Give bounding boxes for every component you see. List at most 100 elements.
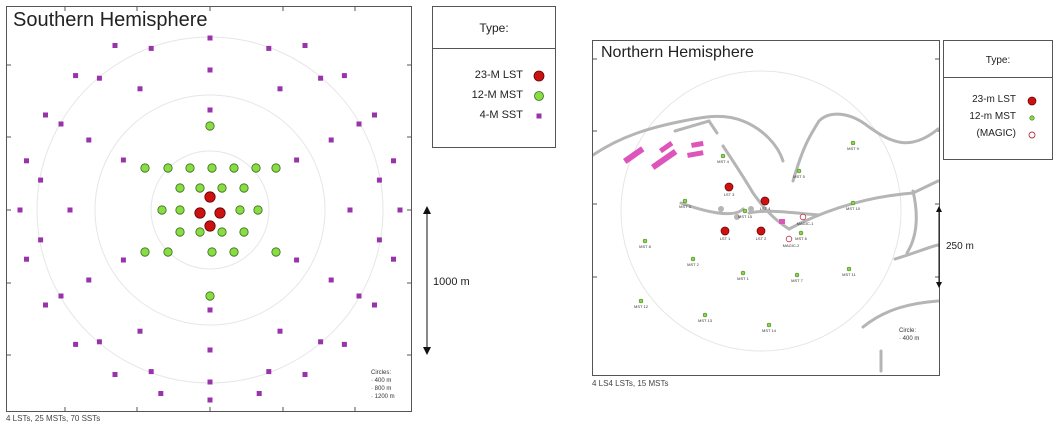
lst-telescope [204,220,216,232]
legend-divider [944,77,1052,78]
road [673,119,719,135]
telescope-label: MST 9 [847,146,859,151]
northern-scale-label: 250 m [946,241,974,252]
sst-telescope [38,177,44,183]
legend-row-sst: 4-M SST [433,109,555,127]
sst-telescope [376,237,382,243]
sst-telescope [328,277,334,283]
telescope-label: MST 10 [846,206,861,211]
sst-telescope [397,207,403,213]
northern-circle-note: Circle: · 400 m [899,327,919,343]
sst-telescope [96,339,102,345]
sst-telescope [256,391,262,396]
sst-telescope [73,341,79,347]
mst-telescope [207,163,217,173]
telescope-label: MST 12 [634,304,649,309]
road [679,201,745,216]
sst-telescope [148,45,154,51]
mst-telescope [205,121,215,131]
mst-telescope [642,238,648,244]
sst-telescope [58,293,64,299]
mst-telescope [846,266,852,272]
telescope-label: MST 14 [762,328,777,333]
sst-telescope [318,75,324,81]
range-circle [150,150,270,270]
sst-telescope [24,158,29,164]
sst-telescope [277,86,283,92]
legend-label: 4-M SST [479,109,523,121]
legend-divider [433,48,555,49]
mst-telescope [253,205,263,215]
telescope-label: MST 1 [737,276,749,281]
road [721,144,791,231]
southern-layout-map [7,7,411,411]
sst-telescope [58,121,64,127]
mst-telescope [794,272,800,278]
southern-layout-panel: Southern Hemisphere Circles: · 400 m · 8… [6,6,412,412]
southern-legend: Type: 23-M LST 12-M MST 4-M SST [432,6,556,148]
mst-marker-icon [1029,115,1035,121]
mst-telescope [140,247,150,257]
sst-telescope [120,157,126,163]
mst-telescope [850,140,856,146]
mst-telescope [251,163,261,173]
sst-telescope [207,67,213,73]
sst-telescope [356,121,362,127]
sst-telescope [266,369,272,375]
mst-telescope [850,200,856,206]
range-circle [94,94,326,326]
northern-layout-map: LST 1 LST 2 LST 3 LST 4 MST 1 MST 2 MST 3 MST 4… [593,58,939,373]
sst-telescope [266,45,272,51]
sst-telescope [148,369,154,375]
junction [748,206,754,212]
sst-telescope [277,328,283,334]
telescope-label: MAGIC-2 [783,243,800,248]
lst-telescope [204,191,216,203]
northern-scale-arrow-icon [936,206,942,288]
circles-note-item: · 1200 m [371,394,395,400]
lst-marker-icon [1027,96,1037,106]
sst-telescope [318,339,324,345]
sst-telescope [120,257,126,263]
sst-telescope [73,73,79,79]
telescope-label: MST 2 [687,262,699,267]
telescope-label: MST 3 [679,204,691,209]
sst-telescope [372,302,377,308]
sst-telescope [207,397,213,403]
sst-telescope [207,379,213,385]
legend-row-lst: 23-m LST [944,94,1052,112]
northern-legend: Type: 23-m LST 12-m MST (MAGIC) [943,40,1053,160]
mst-telescope [229,247,239,257]
sst-telescope [137,328,143,334]
mst-telescope [720,153,726,159]
road [893,243,939,261]
lst-telescope [720,226,730,236]
mst-telescope [217,227,227,237]
range-circle [36,36,384,384]
legend-label: 23-M LST [474,69,523,81]
southern-circles-note: Circles: · 400 m · 800 m · 1200 m [371,369,395,401]
sst-telescope [17,207,23,213]
sst-telescope [294,257,300,263]
legend-label: (MAGIC) [976,128,1016,139]
road [861,299,939,329]
mst-telescope [195,183,205,193]
sst-telescope [158,391,164,396]
mst-telescope [271,163,281,173]
magic-telescope [799,213,807,221]
road [747,209,821,217]
southern-scale-arrow-icon [423,206,431,355]
lst-telescope [760,196,770,206]
building [687,150,704,158]
sst-telescope [207,35,213,41]
sst-telescope [207,307,213,313]
building [650,148,678,170]
junction [718,206,724,212]
mst-telescope [239,227,249,237]
circles-note-item: · 800 m [371,386,392,392]
building [779,219,785,224]
mst-telescope [239,183,249,193]
telescope-label: MST 11 [842,272,856,277]
mst-telescope [205,291,215,301]
telescope-label: MST 7 [791,278,803,283]
